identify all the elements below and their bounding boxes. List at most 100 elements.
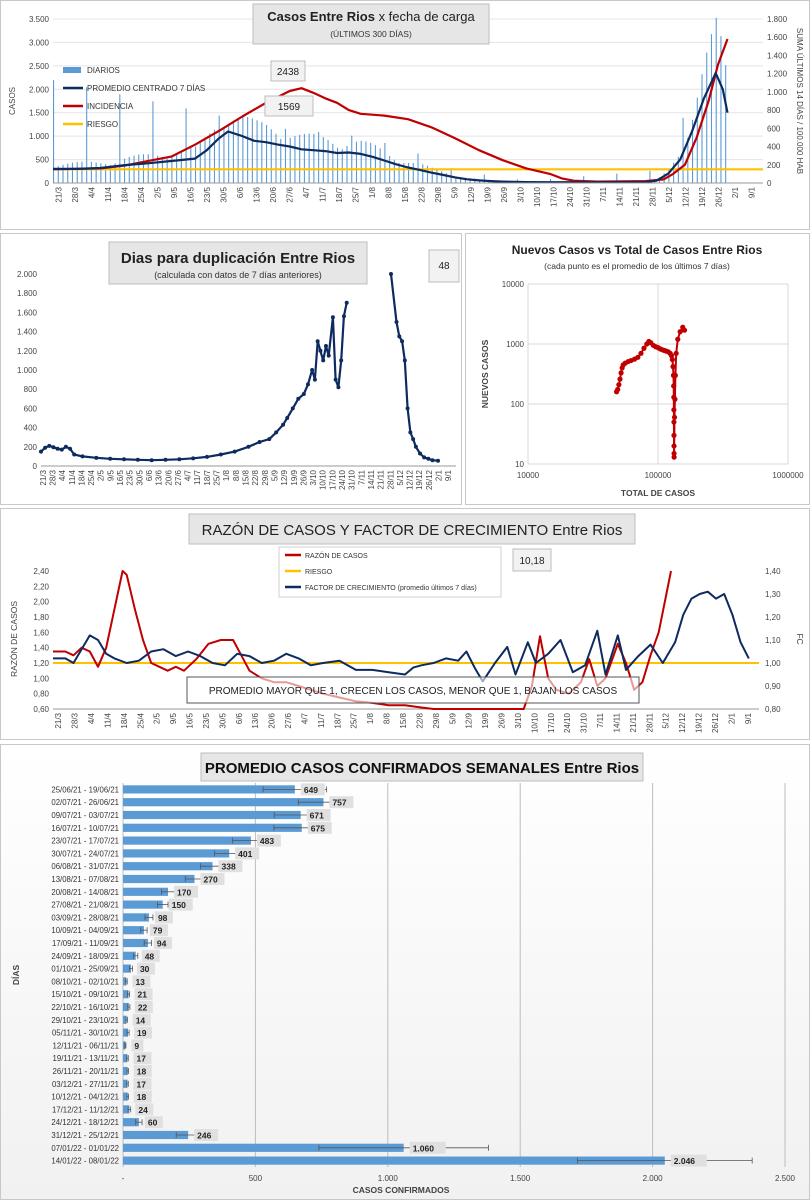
daily-bar (251, 118, 253, 183)
x-tick-label: 24/10 (563, 712, 572, 733)
x-tick-label: 12/12 (678, 712, 687, 733)
daily-bar (346, 145, 348, 183)
x-tick-label: - (122, 1174, 125, 1183)
weekly-bar (123, 1002, 129, 1012)
category-label: 30/07/21 - 24/07/21 (51, 849, 119, 858)
x-tick-label: 19/9 (484, 186, 493, 202)
x-tick-label: 12/9 (280, 469, 289, 485)
ratio-growth-chart-panel: 2,40 2,20 2,00 1,80 1,60 1,40 1,20 1,00 0,80 0,60… (0, 508, 810, 740)
y2-tick-label: 1,40 (765, 567, 781, 576)
y-tick-label: 1000 (506, 340, 524, 349)
doubling-point (301, 392, 306, 396)
daily-bar (195, 146, 197, 183)
doubling-point (402, 358, 407, 363)
x-tick-label: 25/4 (137, 186, 146, 202)
value-label-bg (132, 1013, 151, 1026)
chart-title: Casos Entre Rios x fecha de carga (267, 9, 475, 24)
growth-factor-line (53, 590, 750, 683)
y2-tick-label: 0 (767, 179, 772, 188)
weekly-bar (123, 900, 163, 909)
category-label: 26/11/21 - 20/11/21 (53, 1067, 119, 1076)
x-tick-label: 21/11 (632, 186, 641, 206)
daily-bar (422, 164, 424, 183)
x-tick-label: 21/3 (54, 186, 63, 202)
y2-tick-label: 1,30 (765, 590, 781, 599)
value-label: 483 (260, 836, 274, 846)
y-axis-label: RAZÓN DE CASOS (9, 601, 19, 677)
daily-bar (218, 115, 220, 183)
value-label: 17 (137, 1054, 147, 1064)
doubling-days-chart: 2.000 1.800 1.600 1.400 1.200 1.000 800 600 400 2… (17, 241, 460, 490)
y-tick-label: 400 (24, 424, 38, 433)
weekly-bar (123, 1066, 128, 1076)
value-label: 24 (138, 1105, 148, 1115)
new-vs-total-chart-panel: 10000 1000 100 10 10000 100000 1000000 TOTAL DE… (465, 233, 810, 505)
category-label: 24/12/21 - 18/12/21 (51, 1118, 119, 1127)
x-tick-label: 8/8 (384, 186, 393, 198)
category-label: 03/09/21 - 28/08/21 (51, 913, 119, 922)
weekly-bar (123, 1015, 127, 1024)
x-tick-label: 21/3 (54, 712, 63, 728)
y-tick-label: 0 (45, 179, 50, 188)
category-label: 27/08/21 - 21/08/21 (51, 901, 119, 910)
daily-bar (247, 116, 249, 183)
doubling-point (55, 446, 60, 451)
daily-bar (81, 161, 83, 183)
x-tick-label: 23/5 (126, 469, 135, 485)
x-tick-label: 11/4 (68, 469, 77, 485)
x-tick-label: 24/10 (566, 186, 575, 207)
value-label: 270 (203, 875, 217, 885)
x-tick-label: 14/11 (612, 712, 621, 732)
scatter-point (638, 350, 644, 356)
doubling-point (312, 377, 317, 382)
daily-bar (692, 119, 694, 183)
weekly-bar (123, 862, 213, 871)
x-tick-label: 26/12 (711, 712, 720, 733)
daily-bar (725, 65, 727, 183)
weekly-bar (123, 977, 127, 986)
callout-value: 10,18 (519, 556, 544, 567)
callout-box (512, 548, 552, 572)
x-axis-label: TOTAL DE CASOS (621, 488, 695, 498)
value-label-bg (174, 885, 199, 898)
daily-bar (213, 129, 216, 183)
category-label: 06/08/21 - 31/07/21 (51, 862, 119, 871)
daily-bar (166, 158, 168, 183)
y-tick-label: 1,20 (33, 659, 49, 668)
weekly-bar (123, 1079, 128, 1088)
x-tick-label: 28/3 (71, 712, 80, 728)
value-label-bg (154, 911, 173, 924)
x-tick-label: 20/6 (269, 186, 278, 202)
x-tick-label: 27/6 (285, 186, 294, 202)
y-tick-label: 200 (24, 443, 38, 452)
chart-subtitle: (ÚLTIMOS 300 DÍAS) (330, 29, 412, 39)
doubling-point (285, 416, 290, 420)
value-label-bg (235, 847, 260, 860)
x-tick-label: 2/1 (435, 469, 444, 481)
scatter-point (673, 350, 679, 356)
daily-bar (105, 164, 107, 183)
x-tick-label: 25/7 (351, 186, 360, 202)
y2-tick-label: 1,00 (765, 659, 781, 668)
x-tick-label: 29/8 (434, 186, 443, 202)
x-tick-label: 19/12 (695, 712, 704, 733)
x-tick-label: 31/10 (348, 469, 357, 490)
chart-title: Nuevos Casos vs Total de Casos Entre Rio… (512, 243, 763, 257)
value-label-bg (134, 1001, 153, 1013)
value-label-bg (133, 1065, 152, 1077)
value-label-bg (307, 821, 332, 834)
new-vs-total-chart: 10000 1000 100 10 10000 100000 1000000 TOTAL DE… (480, 243, 804, 498)
daily-bar (284, 128, 287, 183)
doubling-point (80, 454, 85, 459)
x-tick-label: 9/5 (169, 712, 178, 724)
doubling-point (63, 444, 68, 449)
x-tick-label: 28/3 (48, 469, 57, 485)
weekly-bar (123, 836, 251, 845)
value-label: 94 (157, 939, 167, 949)
category-label: 05/11/21 - 30/10/21 (52, 1029, 119, 1038)
value-label-bg (306, 809, 331, 821)
y-tick-label: 1.200 (17, 347, 38, 356)
doubling-point (422, 455, 427, 460)
callout-box (270, 60, 306, 82)
daily-bar (152, 101, 154, 183)
